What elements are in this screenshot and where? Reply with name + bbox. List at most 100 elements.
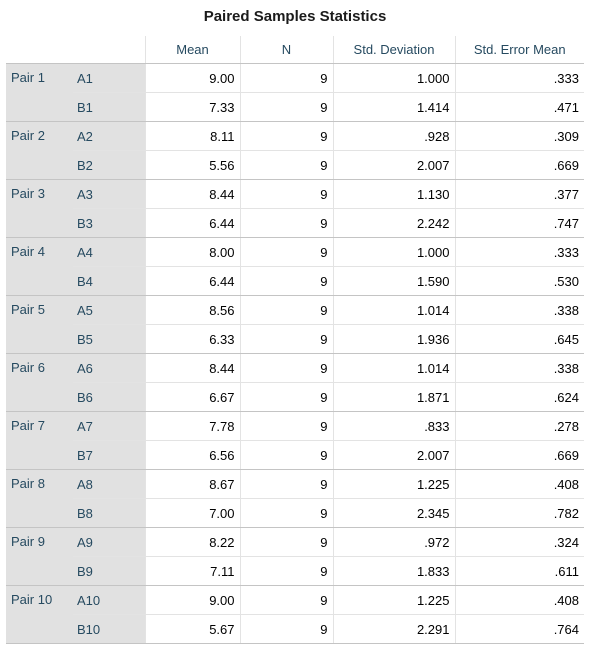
- n-cell: 9: [239, 208, 333, 238]
- mean-cell: 8.11: [144, 121, 240, 151]
- table-row: B3 6.44 9 2.242.747: [6, 208, 584, 238]
- column-header-mean: Mean: [144, 36, 240, 64]
- std-deviation-cell: 1.225: [332, 469, 455, 499]
- pair-label: Pair 3: [6, 179, 73, 238]
- mean-cell: 8.44: [144, 179, 240, 209]
- pair-label: Pair 10: [6, 585, 73, 644]
- mean-cell: 8.67: [144, 469, 240, 499]
- n-cell: 9: [239, 121, 333, 151]
- std-deviation-cell: 2.345: [332, 498, 455, 528]
- corner-cell: [6, 36, 145, 64]
- variable-label: B2: [73, 150, 145, 180]
- std-error-mean-cell: .645: [454, 324, 584, 354]
- variable-label: A2: [73, 121, 145, 151]
- table-body: Pair 1 A1 9.00 9 1.000.333 B1 7.33 9 1.414.471 Pa…: [6, 63, 584, 644]
- variable-label: A3: [73, 179, 145, 209]
- column-header-n: N: [239, 36, 333, 64]
- table-row: B6 6.67 9 1.871.624: [6, 382, 584, 412]
- table-row: B1 7.33 9 1.414.471: [6, 92, 584, 122]
- std-error-mean-cell: .747: [454, 208, 584, 238]
- variable-label: B5: [73, 324, 145, 354]
- std-error-mean-cell: .377: [454, 179, 584, 209]
- std-error-mean-cell: .782: [454, 498, 584, 528]
- paired-samples-statistics-table: Mean N Std. Deviation Std. Error Mean Pa…: [6, 36, 584, 644]
- std-deviation-cell: 1.936: [332, 324, 455, 354]
- std-deviation-cell: 2.242: [332, 208, 455, 238]
- column-header-std-error-mean: Std. Error Mean: [454, 36, 584, 64]
- n-cell: 9: [239, 179, 333, 209]
- mean-cell: 8.00: [144, 237, 240, 267]
- pair-label: Pair 4: [6, 237, 73, 296]
- std-deviation-cell: 1.014: [332, 353, 455, 383]
- variable-label: B4: [73, 266, 145, 296]
- std-deviation-cell: 1.225: [332, 585, 455, 615]
- std-error-mean-cell: .530: [454, 266, 584, 296]
- std-deviation-cell: 1.590: [332, 266, 455, 296]
- mean-cell: 9.00: [144, 63, 240, 93]
- pair-label: Pair 6: [6, 353, 73, 412]
- table-row: Pair 2 A2 8.11 9.928.309: [6, 121, 584, 180]
- std-deviation-cell: .928: [332, 121, 455, 151]
- n-cell: 9: [239, 614, 333, 644]
- n-cell: 9: [239, 92, 333, 122]
- pair-label: Pair 8: [6, 469, 73, 528]
- table-row: Pair 7 A7 7.78 9.833.278: [6, 411, 584, 470]
- table-row: B9 7.11 9 1.833.611: [6, 556, 584, 586]
- n-cell: 9: [239, 498, 333, 528]
- std-error-mean-cell: .624: [454, 382, 584, 412]
- n-cell: 9: [239, 440, 333, 470]
- std-error-mean-cell: .324: [454, 527, 584, 557]
- variable-label: A5: [73, 295, 145, 325]
- mean-cell: 6.56: [144, 440, 240, 470]
- std-error-mean-cell: .338: [454, 295, 584, 325]
- std-deviation-cell: 2.007: [332, 440, 455, 470]
- std-deviation-cell: .833: [332, 411, 455, 441]
- n-cell: 9: [239, 469, 333, 499]
- pair-label: Pair 9: [6, 527, 73, 586]
- mean-cell: 7.78: [144, 411, 240, 441]
- n-cell: 9: [239, 585, 333, 615]
- variable-label: A8: [73, 469, 145, 499]
- std-error-mean-cell: .669: [454, 150, 584, 180]
- std-deviation-cell: 2.291: [332, 614, 455, 644]
- table-row: B8 7.00 9 2.345.782: [6, 498, 584, 528]
- std-error-mean-cell: .278: [454, 411, 584, 441]
- mean-cell: 7.11: [144, 556, 240, 586]
- n-cell: 9: [239, 382, 333, 412]
- std-error-mean-cell: .309: [454, 121, 584, 151]
- table-row: Pair 6 A6 8.44 9 1.014.338: [6, 353, 584, 412]
- std-deviation-cell: 1.833: [332, 556, 455, 586]
- n-cell: 9: [239, 556, 333, 586]
- std-error-mean-cell: .333: [454, 237, 584, 267]
- mean-cell: 8.56: [144, 295, 240, 325]
- variable-label: B1: [73, 92, 145, 122]
- n-cell: 9: [239, 237, 333, 267]
- table-row: B4 6.44 9 1.590.530: [6, 266, 584, 296]
- variable-label: A7: [73, 411, 145, 441]
- variable-label: B6: [73, 382, 145, 412]
- mean-cell: 5.56: [144, 150, 240, 180]
- pair-label: Pair 2: [6, 121, 73, 180]
- std-error-mean-cell: .611: [454, 556, 584, 586]
- table-row: Pair 5 A5 8.56 9 1.014.338: [6, 295, 584, 354]
- mean-cell: 5.67: [144, 614, 240, 644]
- table-title: Paired Samples Statistics: [203, 8, 387, 25]
- variable-label: B8: [73, 498, 145, 528]
- table-row: Pair 8 A8 8.67 9 1.225.408: [6, 469, 584, 528]
- table-row: B7 6.56 9 2.007.669: [6, 440, 584, 470]
- variable-label: A6: [73, 353, 145, 383]
- std-deviation-cell: 2.007: [332, 150, 455, 180]
- mean-cell: 6.33: [144, 324, 240, 354]
- variable-label: B7: [73, 440, 145, 470]
- n-cell: 9: [239, 527, 333, 557]
- std-error-mean-cell: .408: [454, 585, 584, 615]
- table-row: Pair 3 A3 8.44 9 1.130.377: [6, 179, 584, 238]
- n-cell: 9: [239, 266, 333, 296]
- n-cell: 9: [239, 353, 333, 383]
- mean-cell: 6.67: [144, 382, 240, 412]
- column-header-std-deviation: Std. Deviation: [332, 36, 455, 64]
- mean-cell: 7.33: [144, 92, 240, 122]
- n-cell: 9: [239, 295, 333, 325]
- std-deviation-cell: 1.000: [332, 237, 455, 267]
- table-row: Pair 4 A4 8.00 9 1.000.333: [6, 237, 584, 296]
